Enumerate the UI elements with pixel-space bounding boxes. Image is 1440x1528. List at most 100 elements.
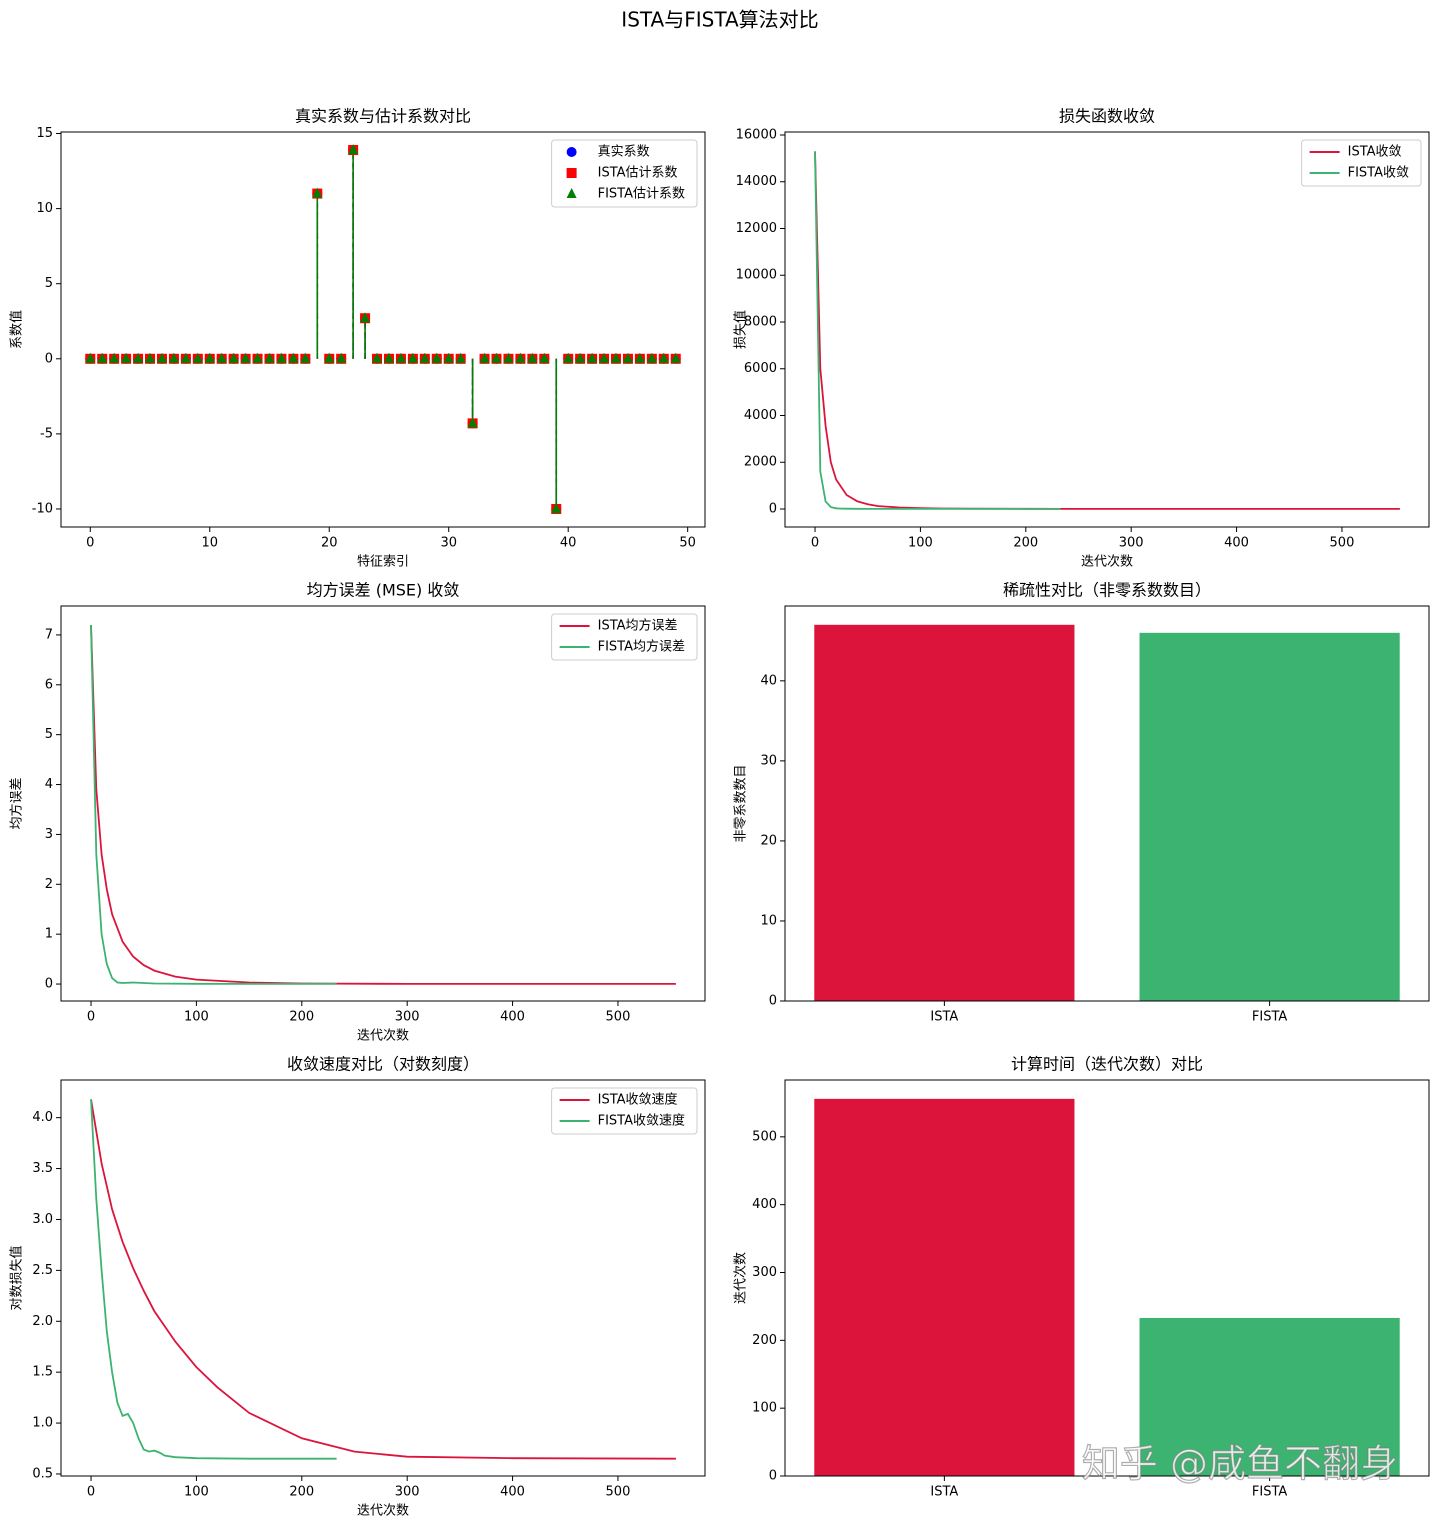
marker	[503, 352, 514, 363]
y-tick-label: 100	[752, 1401, 777, 1416]
marker	[240, 352, 251, 363]
marker	[566, 188, 577, 198]
y-tick-label: -5	[40, 426, 53, 441]
bar	[1139, 632, 1400, 1001]
subplot: 收敛速度对比（对数刻度） 0.5 1.0 1.5 2.0 2.5 3.0 3.5 4.0 对数损失…	[9, 1055, 706, 1519]
marker	[85, 352, 96, 363]
x-tick-label: 200	[289, 1485, 314, 1500]
x-tick-label: FISTA	[1252, 1010, 1287, 1025]
subplot-title: 真实系数与估计系数对比	[295, 107, 471, 126]
legend-label: FISTA收敛速度	[598, 1113, 685, 1129]
y-tick-label: 300	[752, 1265, 777, 1280]
x-tick-label: 100	[184, 1010, 209, 1025]
marker	[479, 352, 490, 363]
legend-label: ISTA估计系数	[598, 166, 678, 181]
marker	[646, 352, 657, 363]
y-tick-label: 7	[45, 627, 53, 642]
y-tick-label: 0	[45, 351, 53, 366]
y-tick-label: 2	[45, 877, 53, 892]
x-tick-label: 200	[1013, 536, 1038, 551]
marker	[383, 352, 394, 363]
plot-area	[90, 1099, 676, 1460]
bar	[814, 1098, 1075, 1476]
y-tick-label: 10	[760, 913, 777, 928]
x-tick-label: 10	[201, 536, 218, 551]
subplot-title: 稀疏性对比（非零系数数目）	[1003, 581, 1211, 600]
x-tick-label: ISTA	[930, 1485, 958, 1500]
marker	[252, 352, 263, 363]
y-tick-label: 1.5	[32, 1365, 53, 1380]
marker	[288, 352, 299, 363]
y-tick-label: 2.5	[32, 1263, 53, 1278]
y-tick-label: 1.0	[32, 1416, 53, 1431]
marker	[264, 352, 275, 363]
marker	[455, 352, 466, 363]
marker	[599, 352, 610, 363]
y-tick-label: 3	[45, 827, 53, 842]
legend-box	[551, 139, 698, 208]
x-tick-label: 0	[86, 536, 94, 551]
marker	[324, 352, 335, 363]
marker	[491, 352, 502, 363]
y-tick-label: 500	[752, 1129, 777, 1144]
marker	[312, 187, 323, 198]
plot-area	[814, 151, 1400, 510]
y-tick-label: 3.5	[32, 1161, 53, 1176]
subplot: 损失函数收敛0200040006000800010000120001400016…	[733, 107, 1430, 570]
figure-title: ISTA与FISTA算法对比	[621, 8, 818, 32]
y-tick-label: 0.5	[32, 1466, 53, 1481]
marker	[109, 352, 120, 363]
x-tick-label: 0	[87, 1485, 95, 1500]
marker	[121, 352, 132, 363]
y-tick-label: 12000	[736, 221, 777, 236]
x-tick-label: 40	[560, 536, 577, 551]
subplot-title: 收敛速度对比（对数刻度）	[287, 1055, 479, 1074]
legend: 真实系数 ISTA估计系数 FISTA估计系数	[551, 139, 698, 208]
subplot-title: 均方误差 (MSE) 收敛	[307, 581, 460, 600]
y-tick-label: 30	[760, 753, 777, 768]
x-tick-label: 300	[395, 1010, 420, 1025]
marker	[276, 352, 287, 363]
marker	[658, 352, 669, 363]
axes-frame	[784, 131, 1430, 528]
legend-label: 真实系数	[598, 145, 650, 160]
x-axis-label: 迭代次数	[357, 1028, 409, 1044]
axes-frame	[60, 605, 706, 1002]
axes-frame	[784, 1079, 1430, 1477]
y-tick-label: 1	[45, 927, 53, 942]
y-tick-label: 0	[769, 994, 777, 1009]
x-tick-label: 0	[811, 536, 819, 551]
legend-label: ISTA均方误差	[598, 618, 678, 634]
y-tick-label: 3.0	[32, 1212, 53, 1227]
x-tick-label: 500	[606, 1010, 631, 1025]
y-tick-label: 4	[45, 777, 53, 792]
marker	[587, 352, 598, 363]
legend-label: FISTA均方误差	[598, 639, 685, 655]
marker	[348, 144, 359, 155]
marker	[360, 312, 371, 323]
marker	[431, 352, 442, 363]
y-tick-label: 0	[769, 1469, 777, 1484]
subplot: 计算时间（迭代次数）对比 0 100 200 300 400 500 迭代次数 ISTA FIST…	[733, 1055, 1430, 1500]
line-series	[814, 151, 1061, 510]
legend-label: FISTA收敛	[1348, 165, 1409, 181]
y-tick-label: 10	[36, 201, 53, 216]
x-axis-label: 迭代次数	[1081, 554, 1133, 570]
y-tick-label: 6	[45, 677, 53, 692]
x-tick-label: 50	[679, 536, 696, 551]
line-series	[90, 624, 676, 985]
x-tick-label: 300	[395, 1485, 420, 1500]
x-tick-label: 30	[440, 536, 457, 551]
y-tick-label: 15	[36, 126, 53, 141]
y-tick-label: 8000	[744, 314, 777, 329]
marker	[97, 352, 108, 363]
legend: ISTA收敛速度 FISTA收敛速度	[551, 1087, 698, 1135]
marker	[467, 417, 478, 428]
y-tick-label: 4.0	[32, 1110, 53, 1125]
x-tick-label: 20	[321, 536, 338, 551]
subplot: 稀疏性对比（非零系数数目） 0 10 20 30 40 非零系数数目 ISTA FISTA	[734, 581, 1430, 1025]
x-tick-label: FISTA	[1252, 1485, 1287, 1500]
x-tick-label: 500	[606, 1485, 631, 1500]
subplot-title: 损失函数收敛	[1059, 107, 1155, 126]
marker	[216, 352, 227, 363]
